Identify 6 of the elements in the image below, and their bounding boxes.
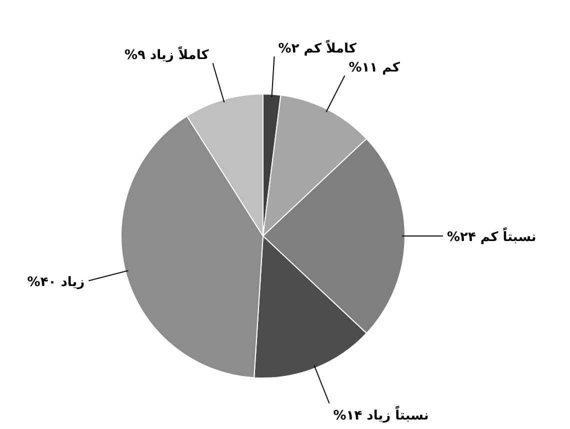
slice-label: نسبتاً کم ۲۴% [447, 227, 536, 245]
slice-label: کم ۱۱% [348, 60, 400, 76]
slice-label: نسبتاً زیاد ۱۴% [333, 406, 429, 424]
slice-label: کاملاً زیاد ۹% [124, 46, 210, 64]
slice-label: کاملاً کم ۲% [278, 39, 357, 56]
slice-label: زیاد ۴۰% [27, 274, 85, 290]
